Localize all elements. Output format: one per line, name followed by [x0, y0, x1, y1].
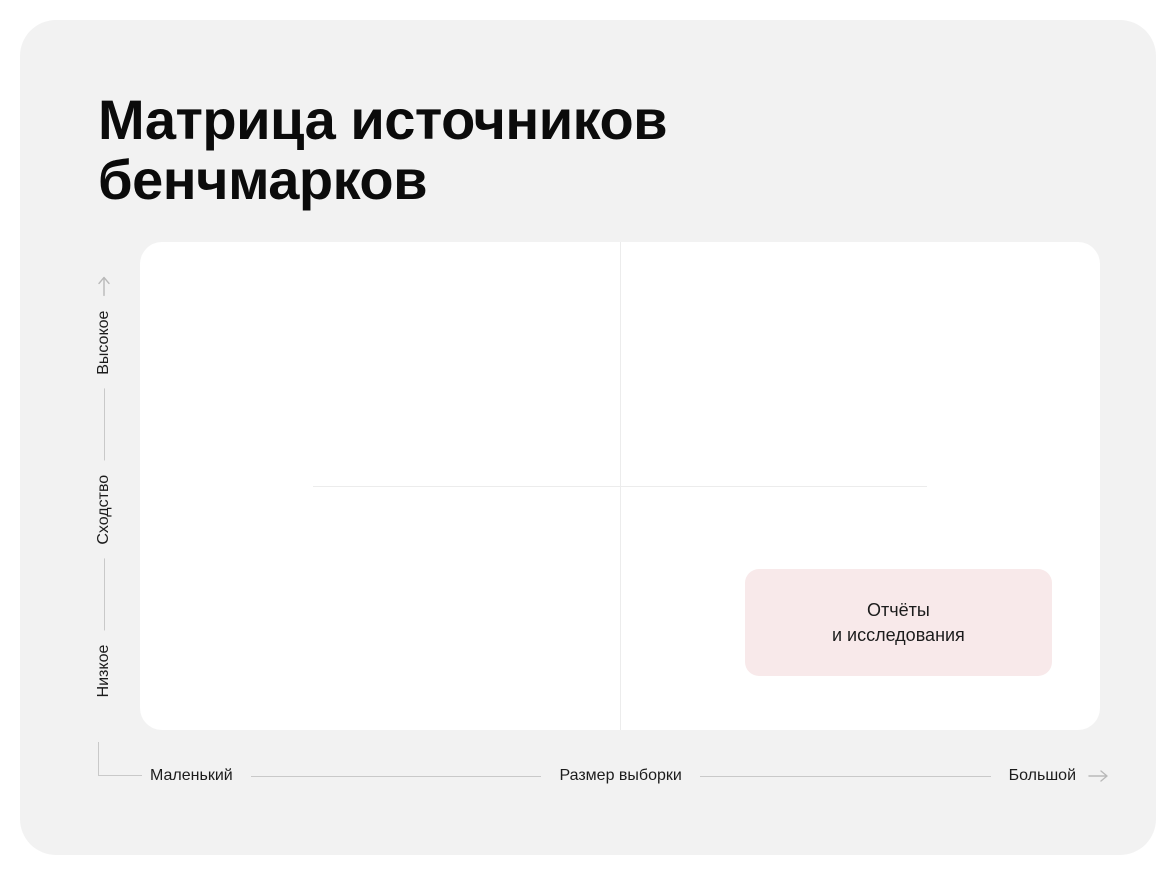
card: Матрица источников бенчмарков Низкое Схо…: [20, 20, 1156, 855]
chart-horizontal-divider: [313, 486, 927, 487]
arrow-up-icon: [98, 275, 110, 297]
y-axis-mid-label: Сходство: [95, 475, 113, 545]
x-axis-line: [700, 776, 991, 777]
x-axis-low-label: Маленький: [150, 767, 233, 785]
y-axis-line: [104, 389, 105, 461]
y-axis-low-label: Низкое: [95, 645, 113, 698]
y-axis: Низкое Сходство Высокое: [90, 242, 118, 730]
y-axis-high-label: Высокое: [95, 311, 113, 375]
axis-corner: [98, 742, 142, 776]
x-axis-high-label: Большой: [1009, 767, 1076, 785]
x-axis-mid-label: Размер выборки: [559, 767, 681, 785]
quadrant-item-reports: Отчёты и исследования: [745, 569, 1052, 676]
arrow-right-icon: [1088, 770, 1110, 782]
x-axis-line: [251, 776, 542, 777]
quadrant-chart: Отчёты и исследования: [140, 242, 1100, 730]
x-axis: Маленький Размер выборки Большой: [150, 764, 1110, 788]
y-axis-line: [104, 559, 105, 631]
page-title: Матрица источников бенчмарков: [98, 90, 667, 211]
